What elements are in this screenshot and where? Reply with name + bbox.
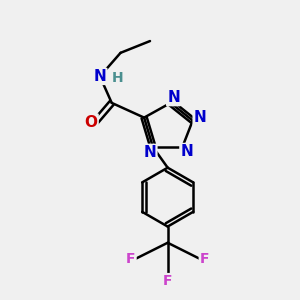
Text: N: N <box>167 90 180 105</box>
Text: H: H <box>112 71 123 85</box>
Text: F: F <box>200 252 209 266</box>
Text: O: O <box>85 115 98 130</box>
Text: F: F <box>126 252 136 266</box>
Text: N: N <box>180 144 193 159</box>
Text: F: F <box>163 274 172 288</box>
Text: N: N <box>94 69 106 84</box>
Text: N: N <box>144 145 156 160</box>
Text: N: N <box>194 110 206 125</box>
